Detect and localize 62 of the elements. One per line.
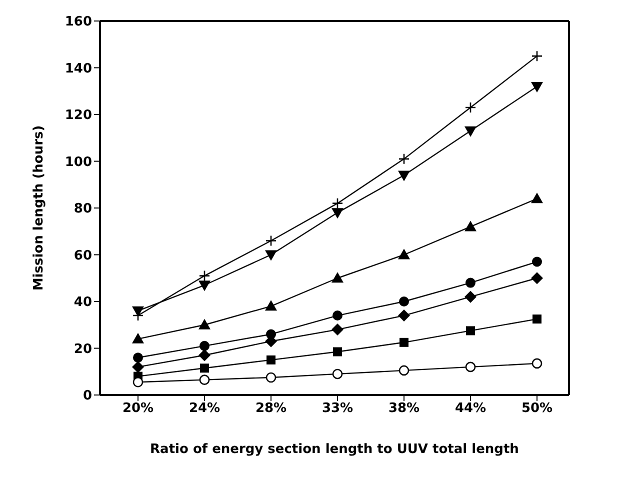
point: [332, 324, 344, 336]
point: [132, 360, 144, 373]
point: [199, 374, 210, 385]
y-axis-title: Mission length (hours): [32, 125, 47, 291]
point: [266, 355, 276, 364]
point: [399, 296, 409, 306]
y-tick-label: 0: [82, 388, 92, 404]
point: [198, 270, 210, 282]
point: [133, 352, 143, 363]
x-tick-label: 20%: [122, 401, 154, 416]
point: [465, 362, 476, 372]
point: [198, 349, 210, 362]
x-tick-label: 50%: [521, 401, 553, 416]
point: [398, 248, 410, 260]
x-tick-label: 28%: [255, 401, 287, 416]
point: [532, 358, 542, 369]
y-tick-label: 120: [64, 108, 92, 124]
x-axis-title: Ratio of energy section length to UUV total length: [150, 442, 519, 457]
point: [464, 290, 476, 303]
y-tick-label: 20: [74, 342, 92, 357]
point: [200, 340, 210, 351]
point: [398, 153, 410, 165]
point: [132, 376, 144, 388]
x-tick-label: 38%: [388, 401, 420, 416]
point: [398, 170, 410, 182]
point: [332, 208, 344, 219]
y-tick-label: 60: [74, 248, 92, 264]
point: [464, 126, 476, 137]
point: [265, 300, 277, 311]
point: [332, 198, 344, 209]
y-tick-label: 100: [64, 154, 92, 170]
y-tick-label: 80: [74, 202, 92, 217]
point: [265, 250, 277, 261]
point: [398, 365, 410, 376]
point: [464, 102, 476, 114]
point: [266, 372, 276, 383]
point: [400, 338, 408, 347]
point: [332, 272, 344, 283]
y-tick-label: 160: [64, 14, 92, 30]
point: [466, 278, 476, 288]
point: [265, 235, 277, 246]
x-tick-label: 24%: [188, 401, 220, 416]
point: [198, 280, 210, 292]
x-tick-label: 44%: [454, 401, 486, 416]
point: [333, 347, 342, 356]
y-tick-label: 140: [64, 61, 92, 76]
point: [464, 220, 476, 232]
point: [200, 364, 209, 373]
point: [531, 82, 543, 92]
point: [332, 368, 343, 380]
point: [531, 50, 543, 62]
point: [398, 310, 410, 322]
y-tick-label: 40: [74, 295, 92, 310]
point: [198, 318, 210, 330]
point: [132, 332, 144, 344]
point: [532, 256, 542, 267]
point: [531, 272, 543, 284]
point: [332, 310, 342, 321]
point: [532, 314, 542, 324]
x-tick-label: 33%: [322, 401, 354, 416]
point: [531, 192, 543, 204]
point: [466, 326, 475, 336]
